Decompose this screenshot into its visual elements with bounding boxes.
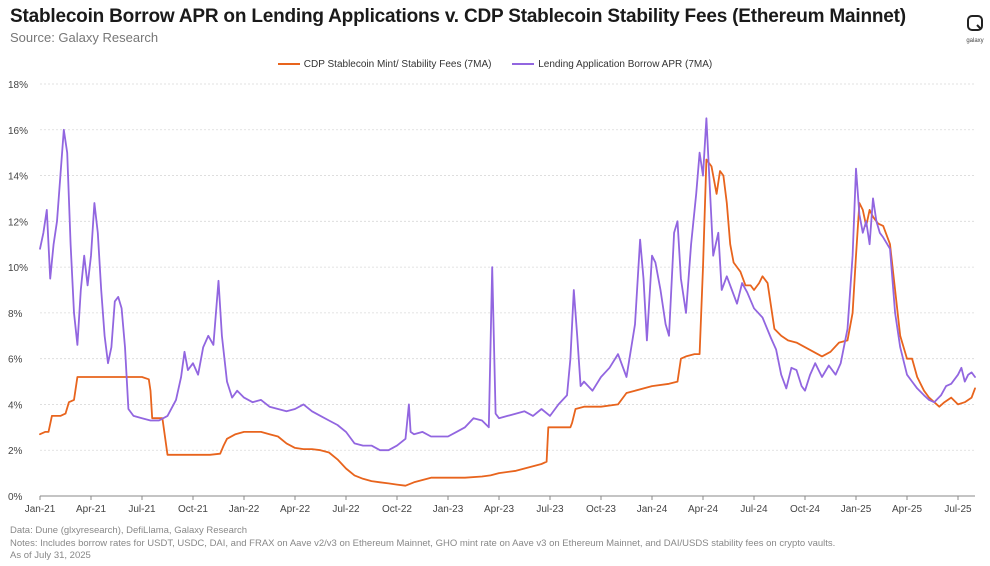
x-tick-label: Jul-22 (332, 504, 360, 515)
y-tick-label: 4% (8, 400, 23, 411)
x-tick-label: Jul-25 (944, 504, 972, 515)
x-tick-label: Jul-24 (740, 504, 768, 515)
y-tick-label: 16% (8, 126, 28, 137)
y-tick-label: 10% (8, 263, 28, 274)
legend-item-lending: Lending Application Borrow APR (7MA) (512, 59, 712, 70)
x-tick-label: Jan-22 (229, 504, 260, 515)
logo-text: galaxy (966, 38, 984, 44)
y-tick-label: 6% (8, 355, 23, 366)
y-tick-label: 8% (8, 309, 23, 320)
x-tick-label: Jan-24 (637, 504, 668, 515)
y-tick-label: 18% (8, 80, 28, 91)
notes-as-of-date: As of July 31, 2025 (10, 550, 91, 561)
x-tick-label: Oct-24 (790, 504, 820, 515)
legend-swatch-cdp (277, 63, 300, 65)
line-chart: 0% 2% 4% 6% 8% 10% 12% 14% 16% 18% Jan-21 Apr-21 Jul… (8, 80, 976, 515)
chart-title: Stablecoin Borrow APR on Lending Applica… (10, 6, 906, 27)
notes-data-source: Data: Dune (glxyresearch), DefiLlama, Ga… (10, 525, 248, 536)
chart-legend: CDP Stablecoin Mint/ Stability Fees (7MA… (0, 57, 990, 70)
chart-notes: Data: Dune (glxyresearch), DefiLlama, Ga… (10, 525, 835, 563)
chart-subtitle: Source: Galaxy Research (10, 30, 159, 45)
legend-label-cdp: CDP Stablecoin Mint/ Stability Fees (7MA… (303, 58, 492, 70)
galaxy-logo-icon (967, 15, 983, 31)
x-tick-label: Oct-22 (382, 504, 412, 515)
y-tick-label: 0% (8, 492, 23, 503)
legend-item-cdp: CDP Stablecoin Mint/ Stability Fees (7MA… (277, 58, 492, 70)
y-tick-label: 2% (8, 446, 23, 457)
series-line-lending (39, 117, 976, 452)
y-tick-label: 12% (8, 217, 28, 228)
x-tick-label: Jul-23 (536, 504, 564, 515)
x-tick-label: Apr-25 (892, 504, 922, 515)
legend-label-lending: Lending Application Borrow APR (7MA) (538, 58, 713, 70)
series-line-cdp (39, 158, 976, 487)
x-tick-label: Jan-23 (433, 504, 464, 515)
x-tick-label: Oct-23 (586, 504, 616, 515)
y-tick-label: 14% (8, 172, 28, 183)
x-tick-label: Apr-23 (484, 504, 514, 515)
x-tick-label: Apr-24 (688, 504, 718, 515)
x-tick-label: Apr-22 (280, 504, 310, 515)
legend-swatch-lending (512, 63, 535, 65)
notes-methodology: Notes: Includes borrow rates for USDT, U… (10, 537, 836, 549)
x-tick-label: Oct-21 (178, 504, 208, 515)
x-tick-label: Apr-21 (76, 504, 106, 515)
x-tick-label: Jan-21 (25, 504, 56, 515)
x-tick-label: Jul-21 (128, 504, 156, 515)
x-tick-label: Jan-25 (841, 504, 872, 515)
galaxy-logo: galaxy (962, 14, 988, 44)
